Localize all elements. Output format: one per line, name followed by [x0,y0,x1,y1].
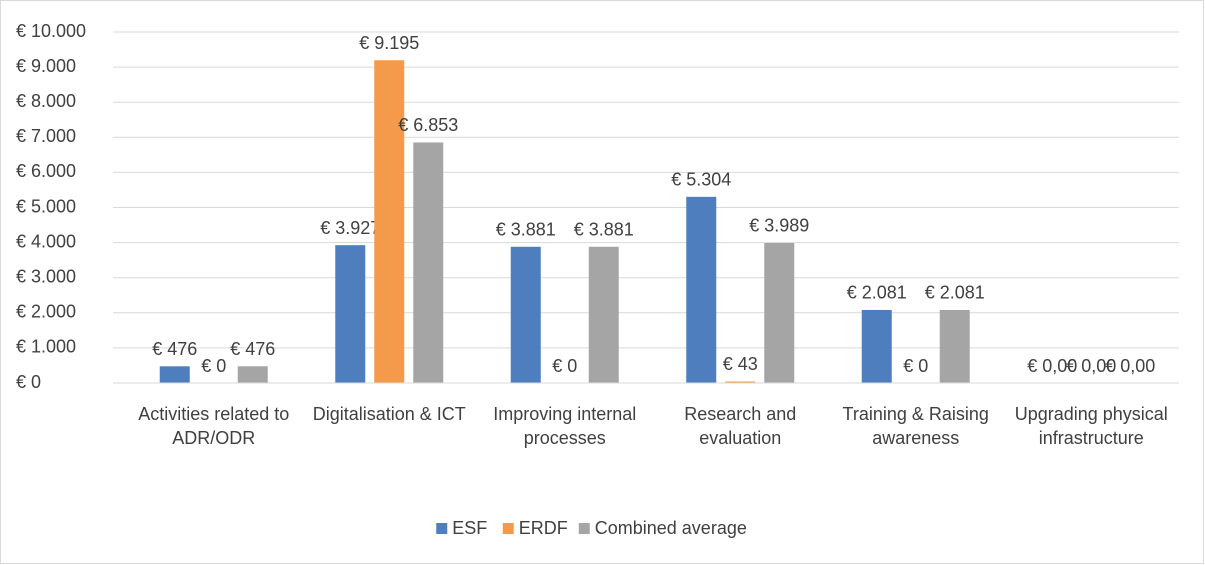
bar [861,309,892,383]
data-label: € 3.881 [496,220,556,240]
data-label: € 476 [152,339,197,359]
data-label: € 0,00 [1066,356,1116,376]
y-tick-label: € 7.000 [16,126,76,146]
bar [159,366,190,383]
bar [725,381,756,383]
bar [510,246,541,383]
y-tick-label: € 8.000 [16,91,76,111]
data-label: € 5.304 [671,170,731,190]
data-label: € 2.081 [925,283,985,303]
legend-label: ERDF [519,518,568,538]
bar [374,60,405,384]
data-label: € 9.195 [359,33,419,53]
data-label: € 3.989 [749,216,809,236]
y-tick-label: € 2.000 [16,302,76,322]
legend-label: ESF [452,518,487,538]
data-label: € 3.881 [574,220,634,240]
bar [335,245,366,383]
bar [939,309,970,383]
x-tick-label: Activities related to ADR/ODR [138,404,290,448]
x-tick-label: Upgrading physical infrastructure [1014,404,1168,448]
data-label: € 43 [723,354,758,374]
data-label: € 476 [230,339,275,359]
data-label: € 2.081 [847,283,907,303]
data-label: € 0,00 [1027,356,1077,376]
data-label: € 3.927 [320,218,380,238]
x-tick-label: Training & Raising awareness [842,404,989,448]
y-tick-label: € 1.000 [16,337,76,357]
bar [413,142,444,383]
x-tick-label: Improving internal processes [493,404,637,448]
y-tick-label: € 3.000 [16,266,76,286]
legend-swatch [578,523,590,534]
y-tick-label: € 0 [16,372,41,392]
y-tick-label: € 5.000 [16,196,76,216]
y-tick-label: € 10.000 [16,21,86,41]
bar [237,366,268,383]
x-tick-label: Digitalisation & ICT [312,404,466,424]
y-tick-label: € 9.000 [16,56,76,76]
data-label: € 0 [903,356,928,376]
bar [764,242,795,383]
data-label: € 0 [552,356,577,376]
legend-swatch [436,523,448,534]
y-tick-label: € 6.000 [16,161,76,181]
x-tick-label: Research and evaluation [684,404,797,448]
bar [588,246,619,383]
data-label: € 0,00 [1105,356,1155,376]
legend-label: Combined average [595,518,747,538]
data-label: € 6.853 [398,115,458,135]
legend-swatch [502,523,514,534]
data-label: € 0 [201,356,226,376]
y-tick-label: € 4.000 [16,231,76,251]
bar [686,196,717,383]
